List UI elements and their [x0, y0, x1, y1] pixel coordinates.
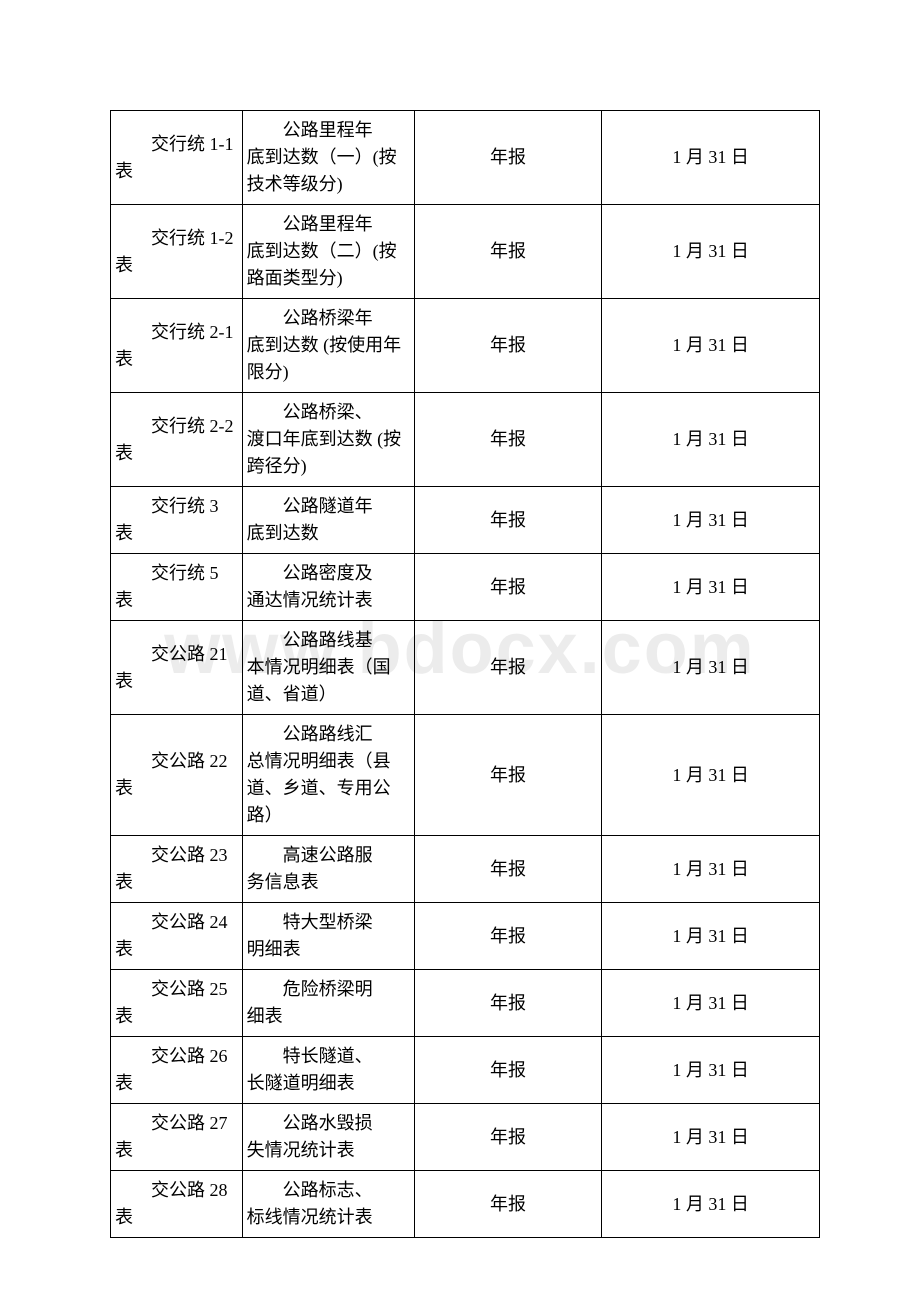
cell-form-code: 交公路 25表: [111, 970, 243, 1037]
cell-date: 1 月 31 日: [602, 970, 820, 1037]
cell-report-type: 年报: [414, 299, 601, 393]
cell-form-name: 公路密度及通达情况统计表: [242, 554, 414, 621]
table-row: 交公路 27表 公路水毁损失情况统计表 年报 1 月 31 日: [111, 1104, 820, 1171]
cell-form-name: 公路桥梁、渡口年底到达数 (按跨径分): [242, 393, 414, 487]
report-table: 交行统 1-1表 公路里程年底到达数（一）(按技术等级分) 年报 1 月 31 …: [110, 110, 820, 1238]
cell-form-name: 公路水毁损失情况统计表: [242, 1104, 414, 1171]
cell-form-code: 交行统 2-1表: [111, 299, 243, 393]
cell-report-type: 年报: [414, 111, 601, 205]
cell-form-name: 公路标志、标线情况统计表: [242, 1171, 414, 1238]
cell-form-code: 交行统 3 表: [111, 487, 243, 554]
cell-form-code: 交公路 26表: [111, 1037, 243, 1104]
table-row: 交公路 24表 特大型桥梁明细表 年报 1 月 31 日: [111, 903, 820, 970]
cell-report-type: 年报: [414, 903, 601, 970]
table-row: 交公路 23表 高速公路服务信息表 年报 1 月 31 日: [111, 836, 820, 903]
cell-date: 1 月 31 日: [602, 1037, 820, 1104]
cell-report-type: 年报: [414, 621, 601, 715]
table-row: 交公路 28表 公路标志、标线情况统计表 年报 1 月 31 日: [111, 1171, 820, 1238]
cell-report-type: 年报: [414, 487, 601, 554]
cell-report-type: 年报: [414, 715, 601, 836]
cell-report-type: 年报: [414, 205, 601, 299]
cell-report-type: 年报: [414, 836, 601, 903]
cell-report-type: 年报: [414, 1171, 601, 1238]
cell-report-type: 年报: [414, 1104, 601, 1171]
cell-date: 1 月 31 日: [602, 111, 820, 205]
cell-date: 1 月 31 日: [602, 1104, 820, 1171]
cell-form-name: 特长隧道、长隧道明细表: [242, 1037, 414, 1104]
table-body: 交行统 1-1表 公路里程年底到达数（一）(按技术等级分) 年报 1 月 31 …: [111, 111, 820, 1238]
table-row: 交公路 22表 公路路线汇总情况明细表（县道、乡道、专用公路） 年报 1 月 3…: [111, 715, 820, 836]
cell-form-code: 交公路 28表: [111, 1171, 243, 1238]
cell-form-name: 公路隧道年底到达数: [242, 487, 414, 554]
cell-form-name: 高速公路服务信息表: [242, 836, 414, 903]
cell-date: 1 月 31 日: [602, 836, 820, 903]
cell-form-name: 危险桥梁明细表: [242, 970, 414, 1037]
table-row: 交行统 2-2表 公路桥梁、渡口年底到达数 (按跨径分) 年报 1 月 31 日: [111, 393, 820, 487]
cell-form-code: 交行统 1-2表: [111, 205, 243, 299]
cell-form-name: 公路里程年底到达数（一）(按技术等级分): [242, 111, 414, 205]
cell-date: 1 月 31 日: [602, 487, 820, 554]
table-row: 交公路 25表 危险桥梁明细表 年报 1 月 31 日: [111, 970, 820, 1037]
cell-report-type: 年报: [414, 970, 601, 1037]
cell-form-name: 公路桥梁年底到达数 (按使用年限分): [242, 299, 414, 393]
cell-form-name: 公路路线汇总情况明细表（县道、乡道、专用公路）: [242, 715, 414, 836]
cell-form-name: 特大型桥梁明细表: [242, 903, 414, 970]
table-row: 交行统 5 表 公路密度及通达情况统计表 年报 1 月 31 日: [111, 554, 820, 621]
cell-form-code: 交公路 22表: [111, 715, 243, 836]
cell-form-code: 交行统 2-2表: [111, 393, 243, 487]
table-row: 交公路 21表 公路路线基本情况明细表（国道、省道） 年报 1 月 31 日: [111, 621, 820, 715]
table-row: 交行统 1-1表 公路里程年底到达数（一）(按技术等级分) 年报 1 月 31 …: [111, 111, 820, 205]
cell-date: 1 月 31 日: [602, 621, 820, 715]
cell-form-code: 交公路 21表: [111, 621, 243, 715]
cell-form-name: 公路路线基本情况明细表（国道、省道）: [242, 621, 414, 715]
cell-form-code: 交行统 1-1表: [111, 111, 243, 205]
table-row: 交行统 1-2表 公路里程年底到达数（二）(按路面类型分) 年报 1 月 31 …: [111, 205, 820, 299]
cell-form-code: 交公路 24表: [111, 903, 243, 970]
cell-date: 1 月 31 日: [602, 903, 820, 970]
cell-date: 1 月 31 日: [602, 554, 820, 621]
cell-form-code: 交行统 5 表: [111, 554, 243, 621]
cell-date: 1 月 31 日: [602, 393, 820, 487]
cell-form-code: 交公路 27表: [111, 1104, 243, 1171]
cell-form-name: 公路里程年底到达数（二）(按路面类型分): [242, 205, 414, 299]
cell-date: 1 月 31 日: [602, 1171, 820, 1238]
cell-report-type: 年报: [414, 1037, 601, 1104]
table-row: 交公路 26表 特长隧道、长隧道明细表 年报 1 月 31 日: [111, 1037, 820, 1104]
cell-report-type: 年报: [414, 393, 601, 487]
cell-date: 1 月 31 日: [602, 299, 820, 393]
cell-report-type: 年报: [414, 554, 601, 621]
cell-date: 1 月 31 日: [602, 715, 820, 836]
cell-form-code: 交公路 23表: [111, 836, 243, 903]
cell-date: 1 月 31 日: [602, 205, 820, 299]
table-row: 交行统 2-1表 公路桥梁年底到达数 (按使用年限分) 年报 1 月 31 日: [111, 299, 820, 393]
table-row: 交行统 3 表 公路隧道年底到达数 年报 1 月 31 日: [111, 487, 820, 554]
